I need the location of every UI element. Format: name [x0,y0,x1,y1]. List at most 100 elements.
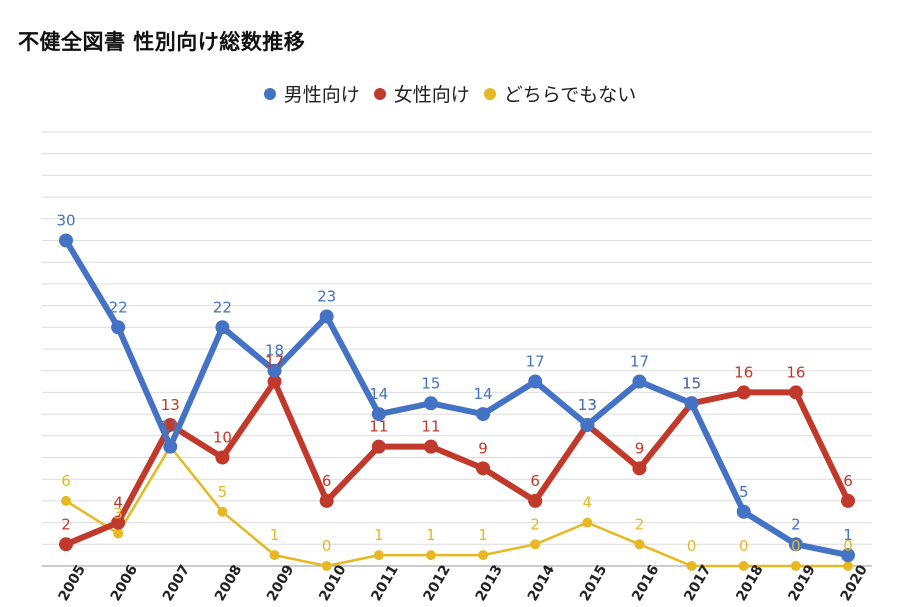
series-line-2 [64,445,850,568]
data-point-2 [738,561,749,571]
data-label-1: 16 [786,363,805,381]
legend-marker-male [263,87,276,100]
data-label-0: 22 [213,298,232,316]
data-label-1: 6 [530,472,540,490]
data-label-2: 1 [426,526,436,544]
data-label-2: 0 [687,537,697,555]
x-tick-label: 2009 [264,562,297,604]
data-point-2 [217,506,228,517]
data-label-2: 0 [843,537,853,555]
data-point-1 [423,439,438,454]
data-label-2: 2 [635,515,645,533]
data-point-2 [425,550,436,561]
data-label-1: 11 [369,418,388,436]
data-label-0: 30 [56,212,75,230]
data-label-0: 2 [791,515,801,533]
legend-item-neither: どちらでもない [483,80,637,107]
data-point-2 [634,539,645,550]
chart-title: 不健全図書 性別向け総数推移 [18,30,306,54]
data-point-0 [788,537,803,552]
data-label-2: 3 [113,504,123,522]
data-label-0: 17 [630,353,649,371]
data-label-1: 6 [843,472,853,490]
x-tick-label: 2020 [838,562,871,604]
legend-marker-neither [483,87,496,100]
legend-item-female: 女性向け [373,80,470,107]
data-point-0 [371,407,386,422]
data-label-0: 22 [109,298,128,316]
data-label-1: 16 [734,363,753,381]
x-tick-label: 2012 [421,562,454,604]
data-label-1: 17 [265,353,284,371]
data-point-1 [841,493,855,508]
data-label-2: 2 [530,515,540,533]
data-label-2: 0 [791,537,801,555]
data-point-0 [528,374,543,389]
data-point-0 [580,417,595,432]
data-label-1: 6 [322,472,332,490]
data-point-0 [684,396,699,411]
data-point-1 [163,417,178,432]
data-label-2: 5 [218,483,228,501]
data-label-1: 13 [578,396,597,414]
data-point-2 [530,539,541,550]
legend: 男性向け 女性向け どちらでもない [0,80,900,107]
data-label-1: 13 [161,396,180,414]
data-point-1 [371,439,386,454]
data-point-0 [267,363,282,378]
data-point-0 [319,309,334,324]
data-label-2: 1 [478,526,488,544]
data-point-1 [476,461,491,476]
data-label-1: 15 [682,374,701,392]
data-label-2: 1 [270,526,280,544]
legend-label-male: 男性向け [283,84,360,106]
x-tick-label: 2008 [212,562,245,604]
x-tick-label: 2014 [525,562,558,604]
series-line-1 [63,378,851,548]
x-tick-label: 2011 [368,562,401,604]
data-label-0: 15 [682,374,701,392]
x-tick-label: 2006 [108,562,141,604]
data-label-1: 2 [61,515,71,533]
data-point-1 [528,493,543,508]
x-tick-label: 2007 [160,562,193,604]
data-point-2 [269,550,280,561]
data-label-2: 0 [322,537,332,555]
data-label-1: 10 [213,429,232,447]
x-tick-label: 2016 [629,562,662,604]
data-point-2 [113,528,124,539]
data-point-1 [319,493,334,508]
series-line-0 [63,237,851,559]
data-label-0: 14 [369,385,388,403]
x-tick-label: 2018 [733,562,766,604]
data-point-1 [215,450,230,465]
data-label-0: 18 [265,342,284,360]
data-label-0: 1 [843,526,853,544]
data-point-1 [736,385,751,400]
legend-label-neither: どちらでもない [503,84,637,106]
data-label-0: 13 [578,396,597,414]
data-label-0: 23 [317,287,336,305]
data-label-2: 11 [161,418,180,436]
data-label-0: 17 [526,353,545,371]
data-point-2 [321,561,332,571]
data-point-1 [632,461,647,476]
data-label-1: 4 [113,494,123,512]
x-tick-label: 2013 [473,562,506,604]
data-point-0 [841,548,855,563]
data-label-1: 9 [635,439,645,457]
data-point-2 [582,517,593,528]
data-point-1 [788,385,803,400]
data-point-1 [59,537,73,552]
data-point-2 [373,550,384,561]
data-label-0: 15 [421,374,440,392]
data-point-0 [215,320,230,335]
x-tick-label: 2019 [785,562,818,604]
data-label-1: 11 [421,418,440,436]
x-tick-label: 2015 [577,562,610,604]
x-tick-label: 2005 [56,562,89,604]
x-tick-label: 2017 [681,562,714,604]
data-label-0: 11 [161,418,180,436]
legend-item-male: 男性向け [263,80,360,107]
legend-marker-female [373,87,386,100]
